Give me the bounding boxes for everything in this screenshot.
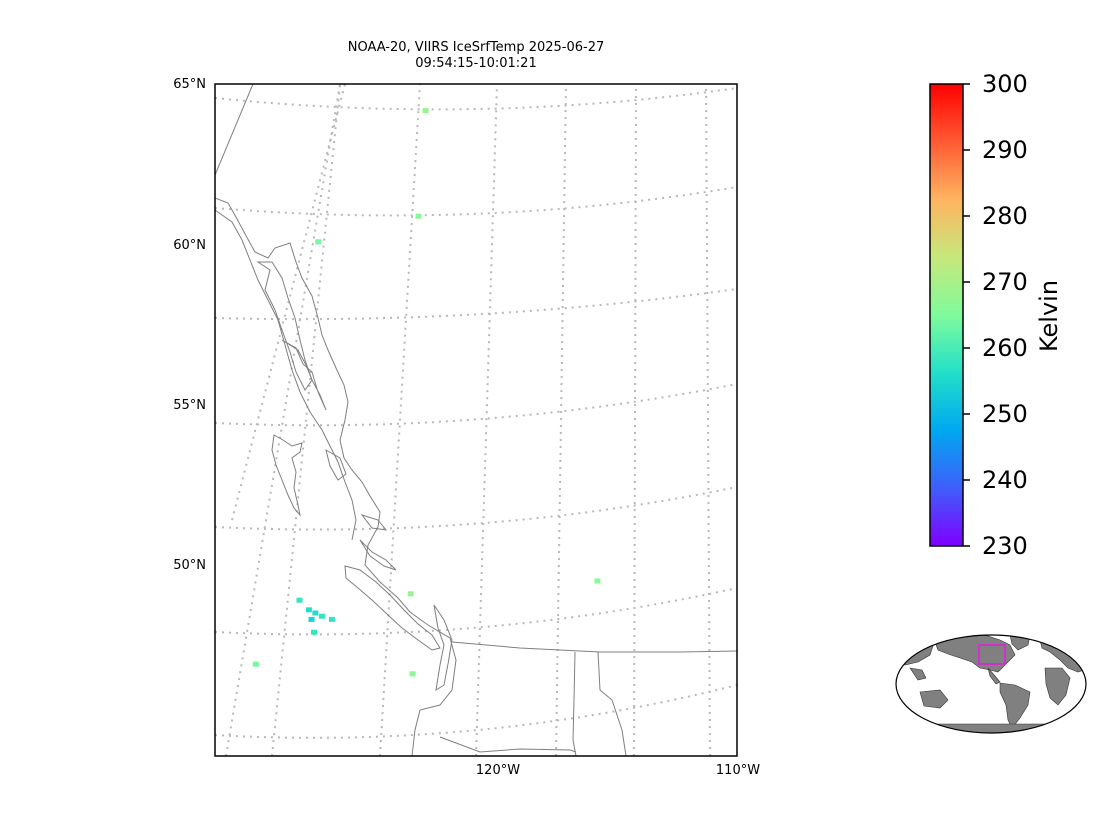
continent-africa <box>1044 667 1071 706</box>
observation-pixel <box>318 613 325 619</box>
map-content <box>215 84 737 756</box>
lat-label-60: 60°N <box>173 238 206 253</box>
lat-label-50: 50°N <box>173 558 206 573</box>
observation-pixel <box>415 213 422 219</box>
map-title-line-2: 09:54:15-10:01:21 <box>415 56 537 71</box>
observation-pixel <box>407 591 414 597</box>
colorbar-tick-label: 270 <box>982 268 1028 296</box>
border-us-canada <box>451 641 737 653</box>
continent-southeast-asia <box>909 667 927 681</box>
colorbar-tick-label: 240 <box>982 466 1028 494</box>
observation-pixel <box>310 629 317 635</box>
observation-pixel <box>422 108 429 114</box>
meridian-line <box>271 84 341 756</box>
lon-label-110w: 110°W <box>715 763 761 778</box>
observation-pixel <box>594 578 601 584</box>
continent-south-america <box>999 682 1031 729</box>
observation-pixel <box>305 607 312 613</box>
coastline <box>433 604 453 692</box>
island-haida-gwaii <box>271 434 303 517</box>
observation-points <box>252 108 601 677</box>
observation-pixel <box>252 661 259 667</box>
meridian-line <box>379 84 421 756</box>
continent-australia <box>919 689 949 709</box>
colorbar-gradient <box>929 83 964 547</box>
coastline <box>215 84 254 176</box>
colorbar-tick-label: 230 <box>982 532 1028 560</box>
lat-label-55: 55°N <box>173 398 206 413</box>
globe-ocean <box>896 635 1086 733</box>
coastline <box>281 339 327 411</box>
coastline <box>215 209 357 541</box>
coastline <box>325 448 347 481</box>
colorbar-ticks <box>963 83 970 547</box>
colorbar-tick-label: 300 <box>982 70 1028 98</box>
island-vancouver <box>344 565 441 651</box>
colorbar-tick-label: 260 <box>982 334 1028 362</box>
meridian-line <box>633 84 637 756</box>
observation-pixel <box>328 616 335 622</box>
meridian-line <box>231 84 346 521</box>
lon-label-120w: 120°W <box>475 763 521 778</box>
colorbar-tick-label: 290 <box>982 136 1028 164</box>
coastline <box>359 539 397 571</box>
observation-pixel <box>308 616 315 622</box>
observation-pixel <box>312 610 319 616</box>
coastlines <box>215 84 737 756</box>
continent-greenland <box>1009 635 1031 651</box>
coastline <box>215 197 457 756</box>
colorbar-tick-label: 250 <box>982 400 1028 428</box>
globe-extent-box <box>978 644 1006 665</box>
meridian-line <box>225 84 341 756</box>
continent-central-america <box>987 667 1001 685</box>
map-frame <box>214 83 738 757</box>
meridian-line <box>705 84 711 756</box>
globe-outline <box>895 634 1087 734</box>
lat-label-65: 65°N <box>173 77 206 92</box>
map-title-line-1: NOAA-20, VIIRS IceSrfTemp 2025-06-27 <box>347 40 605 55</box>
observation-pixel <box>296 597 303 603</box>
border-state <box>572 651 577 756</box>
border-state <box>439 736 577 753</box>
border-state <box>597 651 627 756</box>
colorbar-tick-label: 280 <box>982 202 1028 230</box>
meridian-line <box>555 84 567 756</box>
coastline <box>256 261 313 391</box>
observation-pixel <box>315 239 322 245</box>
coastline <box>360 514 388 531</box>
observation-pixel <box>409 671 416 677</box>
